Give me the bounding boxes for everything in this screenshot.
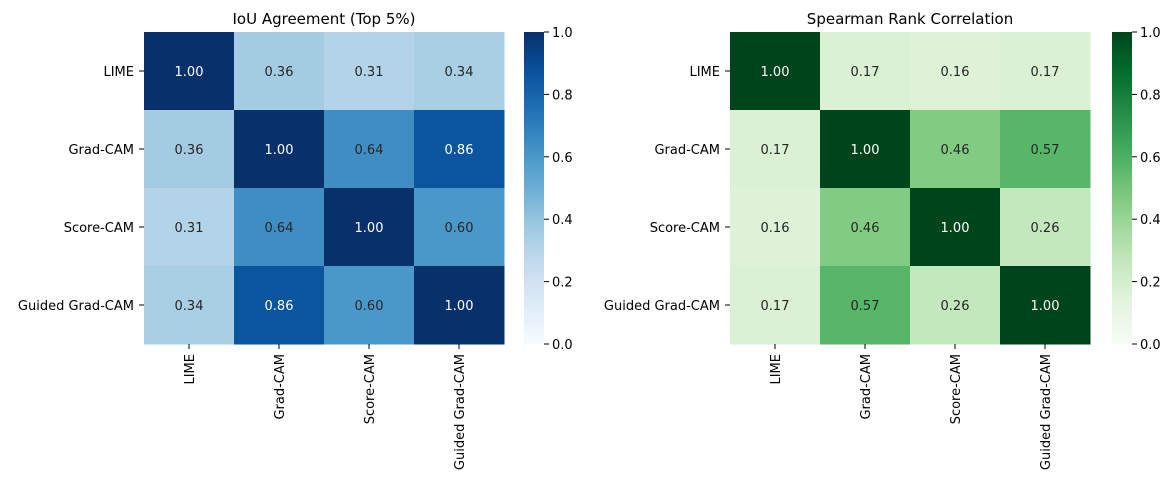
iou-cell-value-label: 0.34 <box>175 299 204 314</box>
iou-cell-value-label: 0.36 <box>265 65 294 80</box>
iou-cell-value-label: 0.34 <box>445 65 474 80</box>
spearman-colorbar-tick-label: 0.6 <box>1140 151 1161 166</box>
spearman-cell-value-label: 1.00 <box>761 65 790 80</box>
iou-heatmap-cell <box>144 110 235 189</box>
spearman-cell-value-label: 1.00 <box>851 143 880 158</box>
spearman-y-tick-label-grad-cam: Grad-CAM <box>654 143 720 158</box>
spearman-heatmap-cell <box>910 266 1001 345</box>
iou-cell-value-label: 1.00 <box>175 65 204 80</box>
iou-y-tick-label-score-cam: Score-CAM <box>64 221 134 236</box>
iou-cell-value-label: 1.00 <box>265 143 294 158</box>
spearman-heatmap-panel: Spearman Rank Correlation 1.00 0.17 0.16 0.1… <box>604 10 1161 470</box>
iou-x-tick-label-score-cam: Score-CAM <box>363 354 378 424</box>
iou-colorbar-tick-label: 0.0 <box>552 338 573 353</box>
iou-heatmap-cell <box>234 110 325 189</box>
iou-heatmap-cell <box>234 266 325 345</box>
iou-heatmap-cell <box>414 110 505 189</box>
iou-cell-value-label: 0.36 <box>175 143 204 158</box>
iou-cell-value-label: 0.64 <box>265 221 294 236</box>
iou-y-tick-label-guided-grad-cam: Guided Grad-CAM <box>18 299 134 314</box>
iou-heatmap-cell <box>414 266 505 345</box>
spearman-cell-value-label: 0.17 <box>761 143 790 158</box>
iou-cell-value-label: 0.31 <box>175 221 204 236</box>
spearman-y-tick-label-lime: LIME <box>689 65 720 80</box>
spearman-colorbar <box>1112 32 1132 344</box>
iou-x-tick-label-grad-cam: Grad-CAM <box>273 354 288 420</box>
iou-heatmap-cell <box>144 32 235 111</box>
iou-x-tick-label-lime: LIME <box>183 354 198 385</box>
iou-heatmap-cell <box>324 32 415 111</box>
iou-heatmap-cell <box>324 266 415 345</box>
iou-cell-value-label: 1.00 <box>445 299 474 314</box>
iou-cell-value-label: 0.86 <box>265 299 294 314</box>
spearman-x-tick-label-guided-grad-cam: Guided Grad-CAM <box>1039 354 1054 470</box>
spearman-chart-title: Spearman Rank Correlation <box>807 10 1013 28</box>
iou-colorbar-tick-label: 1.0 <box>552 26 573 41</box>
iou-x-tick-label-guided-grad-cam: Guided Grad-CAM <box>453 354 468 470</box>
iou-cell-value-label: 0.60 <box>355 299 384 314</box>
iou-colorbar-tick-label: 0.6 <box>552 151 573 166</box>
iou-colorbar-tick-label: 0.8 <box>552 88 573 103</box>
spearman-cell-value-label: 1.00 <box>1031 299 1060 314</box>
spearman-cell-value-label: 0.26 <box>941 299 970 314</box>
iou-heatmap-panel: IoU Agreement (Top 5%) 1.00 0.36 0.31 0.34 0.… <box>18 10 573 470</box>
spearman-x-tick-label-grad-cam: Grad-CAM <box>859 354 874 420</box>
spearman-colorbar-tick-label: 0.2 <box>1140 276 1161 291</box>
spearman-cell-value-label: 0.57 <box>851 299 880 314</box>
spearman-cell-value-label: 0.57 <box>1031 143 1060 158</box>
spearman-cell-value-label: 0.46 <box>941 143 970 158</box>
iou-heatmap-cell <box>324 188 415 267</box>
iou-heatmap-cell <box>414 188 505 267</box>
iou-colorbar-tick-label: 0.2 <box>552 276 573 291</box>
spearman-heatmap-cell <box>910 188 1001 267</box>
iou-cell-value-label: 0.86 <box>445 143 474 158</box>
spearman-x-tick-label-lime: LIME <box>769 354 784 385</box>
spearman-colorbar-tick-label: 0.8 <box>1140 88 1161 103</box>
spearman-heatmap-cell <box>730 110 821 189</box>
spearman-heatmap-cell <box>820 110 911 189</box>
iou-colorbar <box>524 32 544 344</box>
spearman-heatmap-cell <box>910 110 1001 189</box>
iou-cell-value-label: 0.60 <box>445 221 474 236</box>
spearman-heatmap-cell <box>1000 188 1091 267</box>
spearman-cell-value-label: 0.17 <box>851 65 880 80</box>
spearman-heatmap-cell <box>730 188 821 267</box>
iou-y-tick-label-lime: LIME <box>103 65 134 80</box>
spearman-cell-value-label: 0.26 <box>1031 221 1060 236</box>
spearman-colorbar-tick-label: 1.0 <box>1140 26 1161 41</box>
spearman-heatmap-cell <box>1000 32 1091 111</box>
spearman-heatmap-cell <box>820 188 911 267</box>
iou-heatmap-cell <box>234 32 325 111</box>
spearman-cell-value-label: 1.00 <box>941 221 970 236</box>
iou-heatmap-cell <box>144 188 235 267</box>
spearman-heatmap-cell <box>910 32 1001 111</box>
spearman-heatmap-cell <box>730 32 821 111</box>
spearman-cell-value-label: 0.46 <box>851 221 880 236</box>
spearman-x-tick-label-score-cam: Score-CAM <box>949 354 964 424</box>
spearman-y-tick-label-score-cam: Score-CAM <box>650 221 720 236</box>
spearman-heatmap-cell <box>820 266 911 345</box>
iou-chart-title: IoU Agreement (Top 5%) <box>232 10 415 28</box>
iou-heatmap-cell <box>144 266 235 345</box>
iou-y-tick-label-grad-cam: Grad-CAM <box>68 143 134 158</box>
spearman-cell-value-label: 0.16 <box>761 221 790 236</box>
iou-heatmap-cell <box>324 110 415 189</box>
iou-cell-value-label: 1.00 <box>355 221 384 236</box>
spearman-heatmap-cell <box>820 32 911 111</box>
spearman-heatmap-cell <box>1000 266 1091 345</box>
spearman-cell-value-label: 0.17 <box>761 299 790 314</box>
spearman-cell-value-label: 0.16 <box>941 65 970 80</box>
iou-heatmap-cell <box>414 32 505 111</box>
iou-cell-value-label: 0.31 <box>355 65 384 80</box>
spearman-cell-value-label: 0.17 <box>1031 65 1060 80</box>
iou-colorbar-tick-label: 0.4 <box>552 213 573 228</box>
iou-cell-value-label: 0.64 <box>355 143 384 158</box>
spearman-colorbar-tick-label: 0.0 <box>1140 338 1161 353</box>
spearman-colorbar-tick-label: 0.4 <box>1140 213 1161 228</box>
spearman-heatmap-cell <box>1000 110 1091 189</box>
iou-heatmap-cell <box>234 188 325 267</box>
spearman-heatmap-cell <box>730 266 821 345</box>
spearman-y-tick-label-guided-grad-cam: Guided Grad-CAM <box>604 299 720 314</box>
